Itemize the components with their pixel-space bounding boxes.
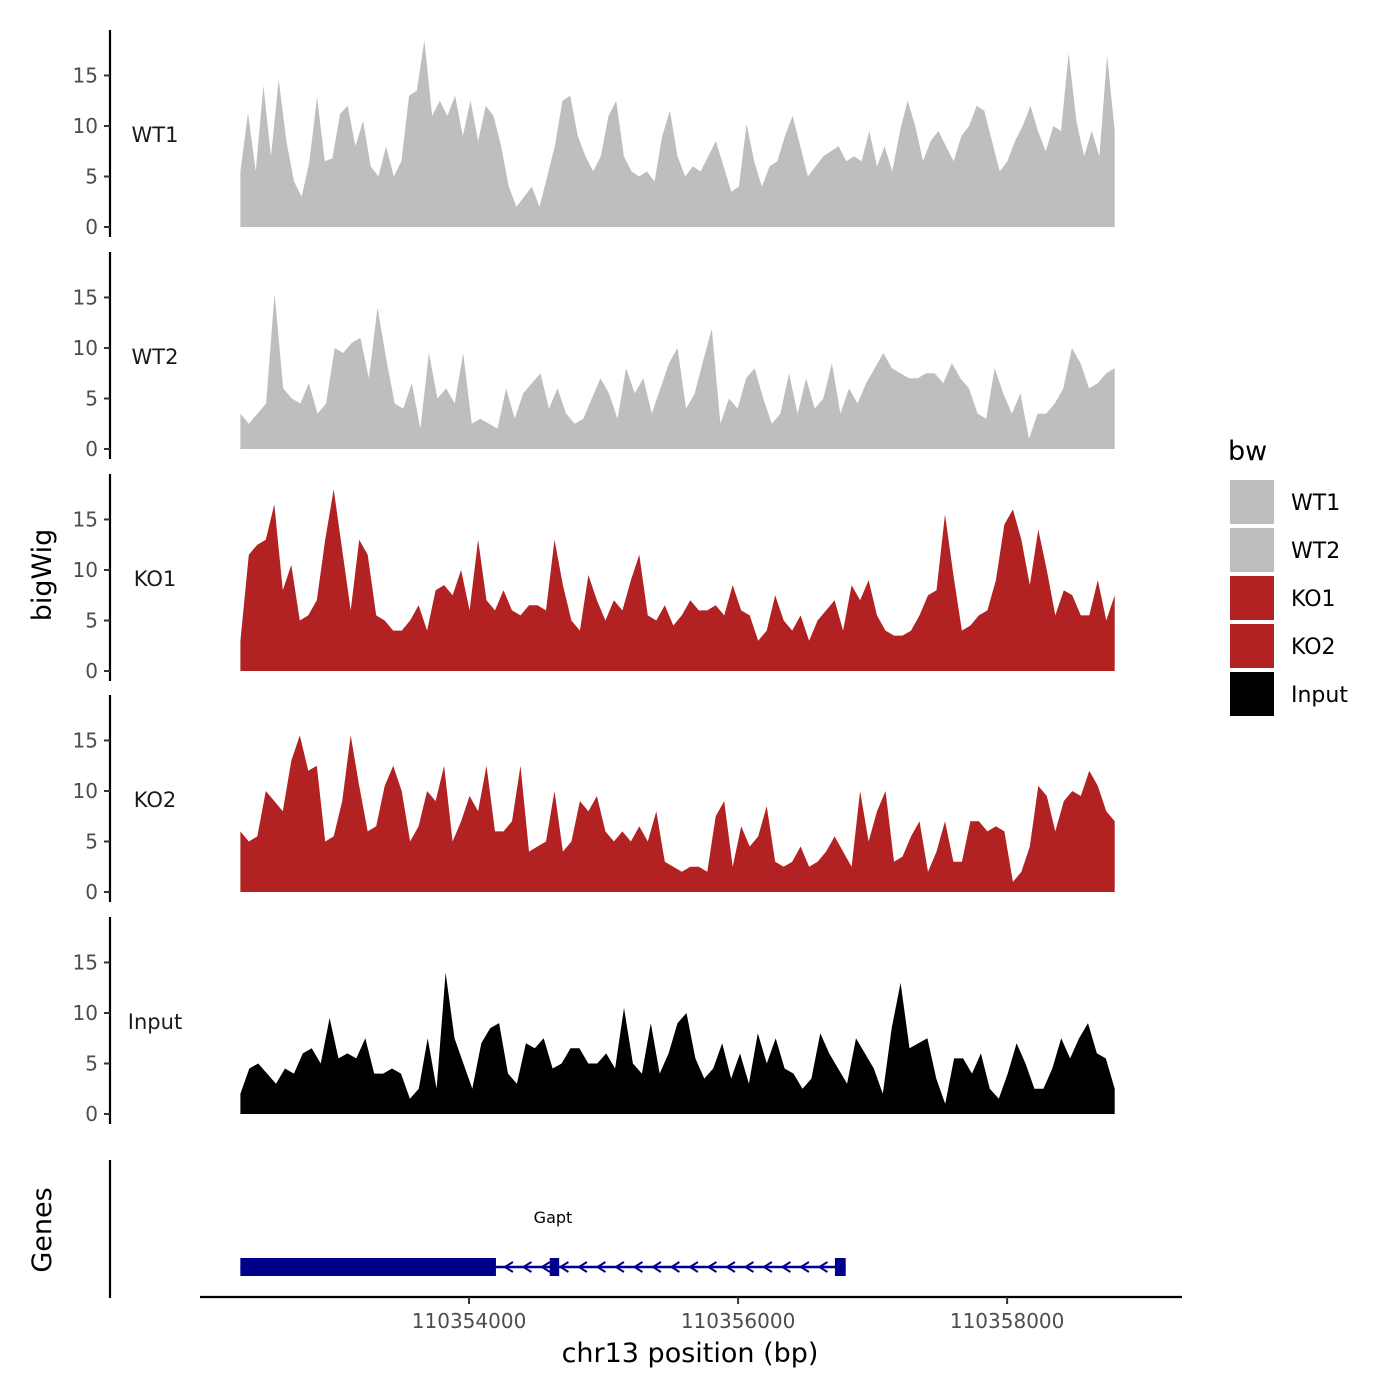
legend-label: WT1 [1291,491,1340,516]
strand-arrow [540,1261,551,1273]
strand-arrow [688,1261,699,1273]
track-input: 0 5 10 15 Input [73,917,1115,1126]
legend-swatch [1230,672,1274,716]
y-tick-label: 10 [73,114,98,138]
y-tick-label: 15 [73,728,98,752]
strand-arrow [651,1261,662,1273]
y-tick-label: 10 [73,779,98,803]
legend-item-wt2: WT2 [1230,528,1340,572]
track-label: Input [128,1010,182,1034]
area-wt2 [240,293,1115,449]
strand-arrow [799,1261,810,1273]
legend-swatch [1230,480,1274,524]
y-tick-label: 10 [73,1001,98,1025]
strand-arrow [503,1261,514,1273]
area-ko1 [240,489,1115,671]
strand-arrow [762,1261,773,1273]
y-tick-label: 15 [73,507,98,531]
legend-swatch [1230,576,1274,620]
strand-arrow [743,1261,754,1273]
y-tick-label: 0 [85,659,98,683]
track-label: KO2 [134,788,177,812]
legend-label: WT2 [1291,539,1340,564]
y-tick-label: 15 [73,950,98,974]
strand-arrow [558,1261,569,1273]
track-label: WT1 [132,123,179,147]
track-label: WT2 [132,345,179,369]
track-wt2: 0 5 10 15 WT2 [73,252,1115,461]
legend-item-wt1: WT1 [1230,480,1340,524]
x-axis-title: chr13 position (bp) [562,1338,819,1369]
strand-arrow [595,1261,606,1273]
y-tick-label: 0 [85,437,98,461]
x-tick-label: 110356000 [681,1309,796,1333]
y-tick-label: 15 [73,285,98,309]
area-wt1 [240,40,1115,227]
x-axis: 110354000 110356000 110358000 [200,1295,1182,1333]
legend-item-ko1: KO1 [1230,576,1336,620]
y-tick-label: 15 [73,63,98,87]
y-tick-label: 10 [73,558,98,582]
legend-label: KO1 [1291,587,1336,612]
strand-arrow [725,1261,736,1273]
legend: bw WT1 WT2 KO1 KO2 Input [1228,436,1348,716]
y-tick-label: 5 [85,829,98,853]
strand-arrow [669,1261,680,1273]
y-tick-label: 5 [85,164,98,188]
y-tick-label: 0 [85,1102,98,1126]
x-tick-label: 110358000 [950,1309,1065,1333]
y-tick-label: 5 [85,386,98,410]
strand-arrow [632,1261,643,1273]
strand-arrow [706,1261,717,1273]
legend-swatch [1230,624,1274,668]
y-tick-label: 5 [85,1051,98,1075]
strand-arrow [614,1261,625,1273]
gene-exon [834,1258,846,1276]
track-ko1: 0 5 10 15 KO1 [73,474,1115,683]
tracks-panel: 0 5 10 15 WT1 0 5 10 15 WT2 0 5 10 15 KO1 0 5 10 15 KO2 0 5 10… [73,30,1115,1126]
area-ko2 [240,735,1115,892]
gene-exon [240,1258,496,1276]
strand-arrow [780,1261,791,1273]
strand-arrow [817,1261,828,1273]
gene-panel: Gapt [108,1160,846,1298]
area-input [240,972,1115,1114]
legend-item-input: Input [1230,672,1348,716]
gene-exon [549,1258,560,1276]
legend-swatch [1230,528,1274,572]
legend-item-ko2: KO2 [1230,624,1336,668]
track-wt1: 0 5 10 15 WT1 [73,30,1115,239]
track-label: KO1 [134,567,177,591]
strand-arrow [521,1261,532,1273]
genes-axis-title: Genes [27,1187,58,1272]
strand-arrow [577,1261,588,1273]
y-tick-label: 0 [85,215,98,239]
y-tick-label: 0 [85,880,98,904]
legend-label: KO2 [1291,635,1336,660]
y-axis-title: bigWig [27,529,58,622]
y-tick-label: 5 [85,608,98,632]
track-ko2: 0 5 10 15 KO2 [73,695,1115,904]
x-tick-label: 110354000 [412,1309,527,1333]
gene-label: Gapt [534,1208,573,1227]
legend-label: Input [1291,683,1348,708]
legend-title: bw [1228,436,1267,467]
y-tick-label: 10 [73,336,98,360]
